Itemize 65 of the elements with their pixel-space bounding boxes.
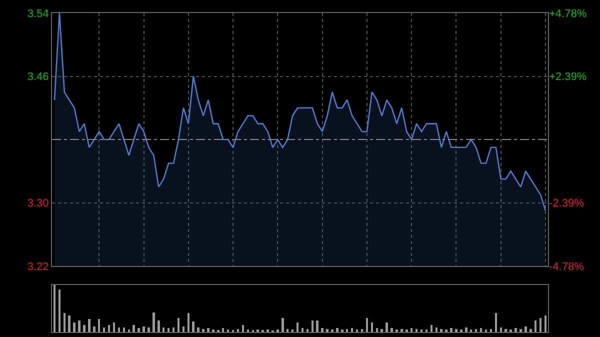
bar xyxy=(88,318,90,332)
y-tick-label: 3.46 xyxy=(27,71,49,84)
bar xyxy=(148,327,150,332)
bar xyxy=(93,326,96,332)
y2-tick-label: -4.78% xyxy=(549,260,584,273)
bar xyxy=(83,324,86,332)
y2-tick-label: -2.39% xyxy=(549,198,584,210)
bar xyxy=(58,290,61,332)
bar xyxy=(296,322,299,332)
bar xyxy=(236,329,240,332)
bar xyxy=(326,329,328,332)
bar xyxy=(370,322,374,332)
bar xyxy=(514,328,517,332)
bar xyxy=(192,322,194,332)
y-tick-label: 3.22 xyxy=(27,260,49,273)
bar xyxy=(207,328,210,332)
bar xyxy=(142,326,145,332)
bar xyxy=(530,329,532,332)
bar xyxy=(455,329,458,332)
bar xyxy=(415,329,418,332)
bar xyxy=(282,318,284,332)
bar xyxy=(386,322,388,332)
bar xyxy=(380,329,383,332)
bar xyxy=(450,328,452,332)
bar xyxy=(286,329,289,332)
bar xyxy=(504,329,507,332)
bar xyxy=(187,313,190,332)
bar xyxy=(321,328,324,332)
bar xyxy=(202,329,204,332)
bar xyxy=(440,329,442,332)
bar xyxy=(360,329,364,332)
bar xyxy=(376,328,378,332)
y-tick-label: 3.54 xyxy=(27,8,49,20)
bar xyxy=(520,329,522,332)
bar xyxy=(390,328,393,332)
bar xyxy=(306,329,309,332)
bar xyxy=(112,322,116,332)
bar xyxy=(410,328,413,332)
bar xyxy=(474,329,478,332)
bar xyxy=(167,328,170,332)
bar xyxy=(346,329,348,332)
bar xyxy=(316,320,318,332)
y2-tick-label: +4.78% xyxy=(549,8,587,20)
bar xyxy=(73,322,76,332)
bar xyxy=(63,313,66,332)
y-tick-label: 3.30 xyxy=(27,198,49,210)
bar xyxy=(480,328,482,332)
bar xyxy=(400,329,403,332)
bar xyxy=(132,324,135,332)
bar xyxy=(544,316,547,332)
bar xyxy=(138,328,140,332)
bar xyxy=(301,328,304,332)
bar xyxy=(465,327,468,332)
bar xyxy=(78,320,80,332)
bar xyxy=(494,313,498,332)
bar xyxy=(490,329,492,332)
bar xyxy=(350,328,354,332)
bar xyxy=(68,316,70,332)
y2-tick-label: +2.39% xyxy=(549,71,587,84)
bar xyxy=(152,312,155,332)
bar xyxy=(336,328,338,332)
bar xyxy=(222,328,224,332)
bar xyxy=(197,327,200,332)
bar xyxy=(524,326,527,332)
bar xyxy=(158,320,160,332)
